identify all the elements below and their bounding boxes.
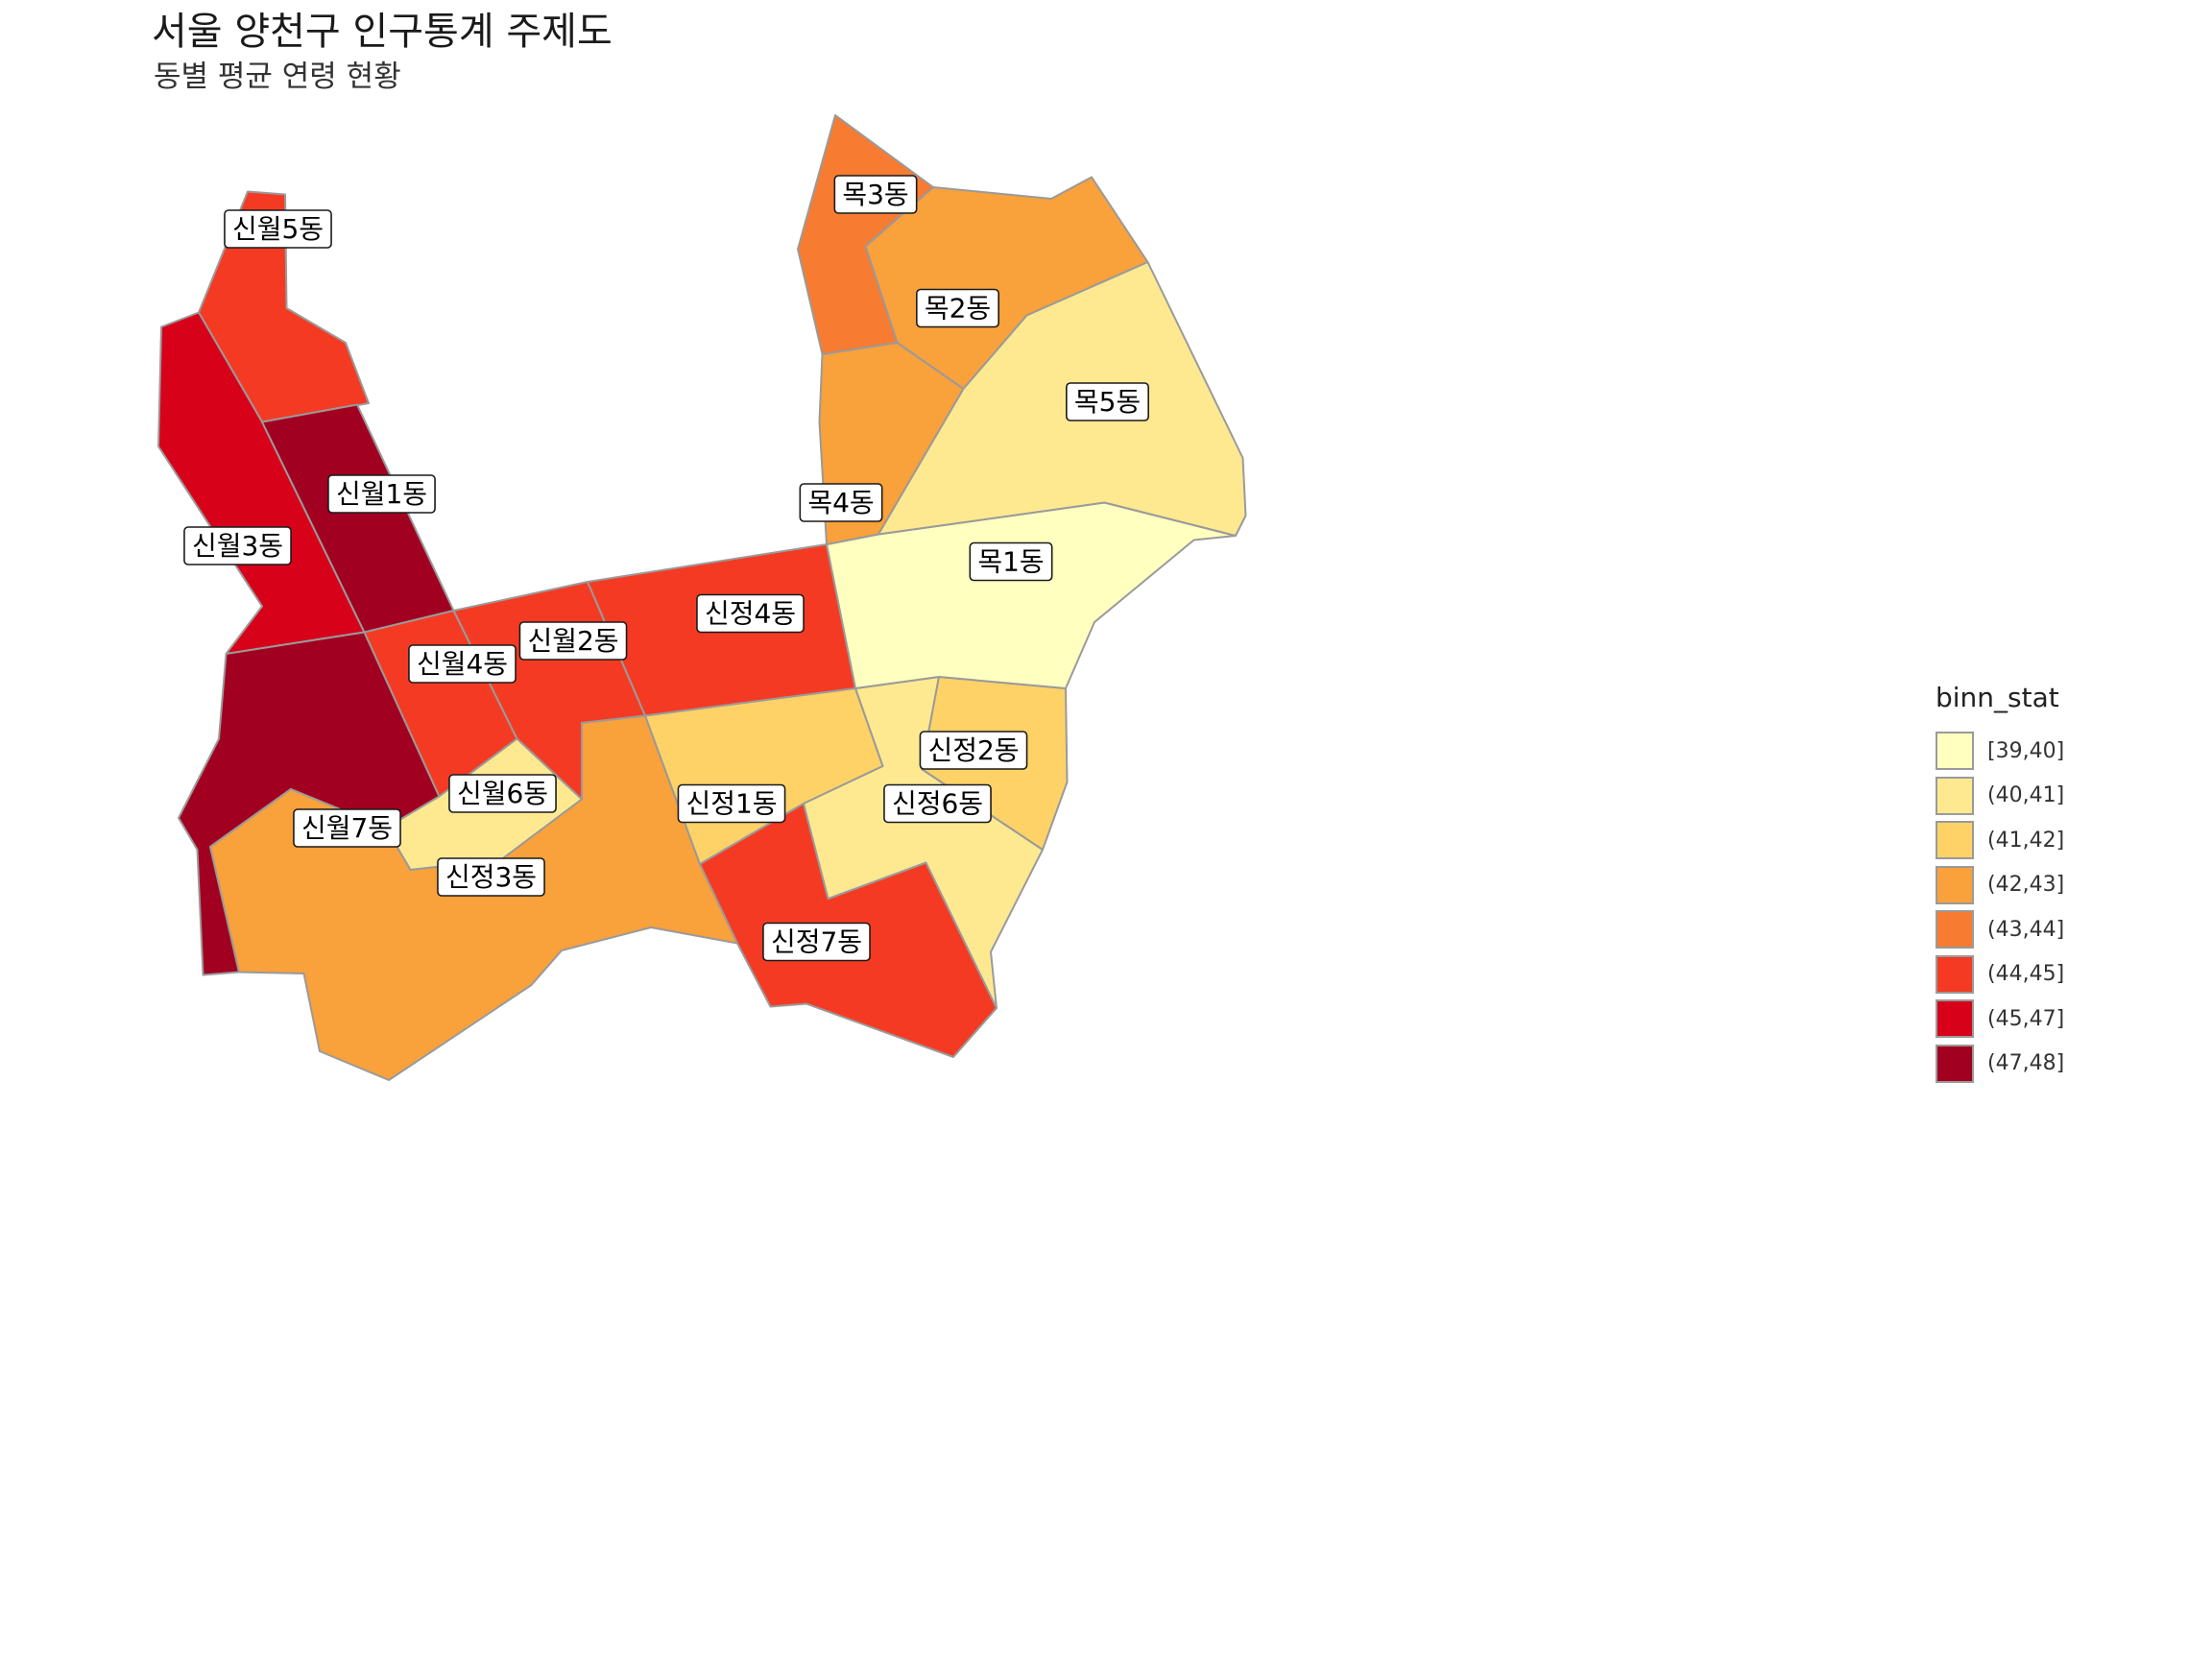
region-label-text: 신정2동 <box>927 734 1019 766</box>
region-label-text: 목4동 <box>807 487 874 518</box>
legend-item: (40,41] <box>1936 774 2064 819</box>
region-label: 목3동 <box>833 175 918 214</box>
legend-label: (45,47] <box>1987 1006 2065 1031</box>
legend-item: (45,47] <box>1936 997 2064 1042</box>
legend-item: [39,40] <box>1936 729 2064 774</box>
region-label-text: 신월3동 <box>192 530 283 562</box>
region-label: 신월4동 <box>408 644 517 684</box>
region-label-text: 목3동 <box>842 179 908 210</box>
legend-swatch <box>1936 999 1974 1039</box>
legend-label: (42,43] <box>1987 873 2065 898</box>
region-목5동[interactable] <box>878 261 1247 537</box>
legend-items: [39,40] (40,41] (41,42] (42,43] (43,44] (44,4… <box>1936 729 2064 1086</box>
region-label: 신월6동 <box>448 774 557 813</box>
region-label-text: 신정7동 <box>771 926 862 958</box>
region-label-text: 목5동 <box>1074 386 1141 418</box>
region-label-text: 신정4동 <box>705 598 796 630</box>
region-label: 신정1동 <box>677 783 786 824</box>
map-subtitle: 동별 평균 연령 현황 <box>154 60 401 94</box>
region-label: 신월3동 <box>183 526 292 565</box>
region-label-text: 신정6동 <box>892 788 983 820</box>
legend-label: (47,48] <box>1987 1051 2065 1076</box>
legend-swatch <box>1936 1044 1974 1083</box>
region-label-text: 신월2동 <box>527 625 618 657</box>
region-label: 신정3동 <box>437 857 545 897</box>
legend-label: (41,42] <box>1987 828 2065 853</box>
legend-swatch <box>1936 954 1974 994</box>
legend-title: binn_stat <box>1936 682 2059 713</box>
legend-swatch <box>1936 821 1974 860</box>
region-label: 신정7동 <box>762 922 871 962</box>
legend-label: [39,40] <box>1987 738 2065 763</box>
region-label: 신정2동 <box>919 731 1028 770</box>
legend-item: (47,48] <box>1936 1042 2064 1087</box>
legend-label: (43,44] <box>1987 917 2065 942</box>
region-label-text: 신월6동 <box>457 778 548 809</box>
region-label-text: 신정3동 <box>445 861 537 893</box>
legend-label: (40,41] <box>1987 783 2065 808</box>
region-label-text: 목2동 <box>925 293 991 325</box>
region-label: 신정4동 <box>696 593 805 634</box>
region-label: 목2동 <box>916 288 999 328</box>
legend-item: (43,44] <box>1936 907 2064 952</box>
legend-swatch <box>1936 732 1974 771</box>
region-label: 신월7동 <box>293 808 401 848</box>
legend-item: (42,43] <box>1936 863 2064 908</box>
legend-swatch <box>1936 776 1974 815</box>
region-label-text: 신정1동 <box>685 788 777 820</box>
region-label: 목5동 <box>1066 382 1149 421</box>
region-label-text: 신월4동 <box>417 648 508 680</box>
legend-label: (44,45] <box>1987 962 2065 987</box>
legend-item: (41,42] <box>1936 818 2064 863</box>
region-label-text: 신월1동 <box>336 478 427 510</box>
region-label-text: 신월7동 <box>301 812 393 844</box>
region-label: 신월2동 <box>518 621 628 661</box>
map-title: 서울 양천구 인구통계 주제도 <box>152 10 613 54</box>
region-label-text: 목1동 <box>977 546 1044 578</box>
region-label-text: 신월5동 <box>232 213 324 245</box>
region-label: 신정6동 <box>883 783 992 824</box>
region-label: 신월1동 <box>327 474 436 514</box>
region-label: 목1동 <box>969 541 1053 582</box>
legend-swatch <box>1936 865 1974 904</box>
legend-swatch <box>1936 910 1974 950</box>
region-label: 목4동 <box>799 483 883 522</box>
legend-item: (44,45] <box>1936 952 2064 998</box>
region-label: 신월5동 <box>224 209 332 249</box>
legend: binn_stat [39,40] (40,41] (41,42] (42,43] (4… <box>1936 682 2064 1086</box>
